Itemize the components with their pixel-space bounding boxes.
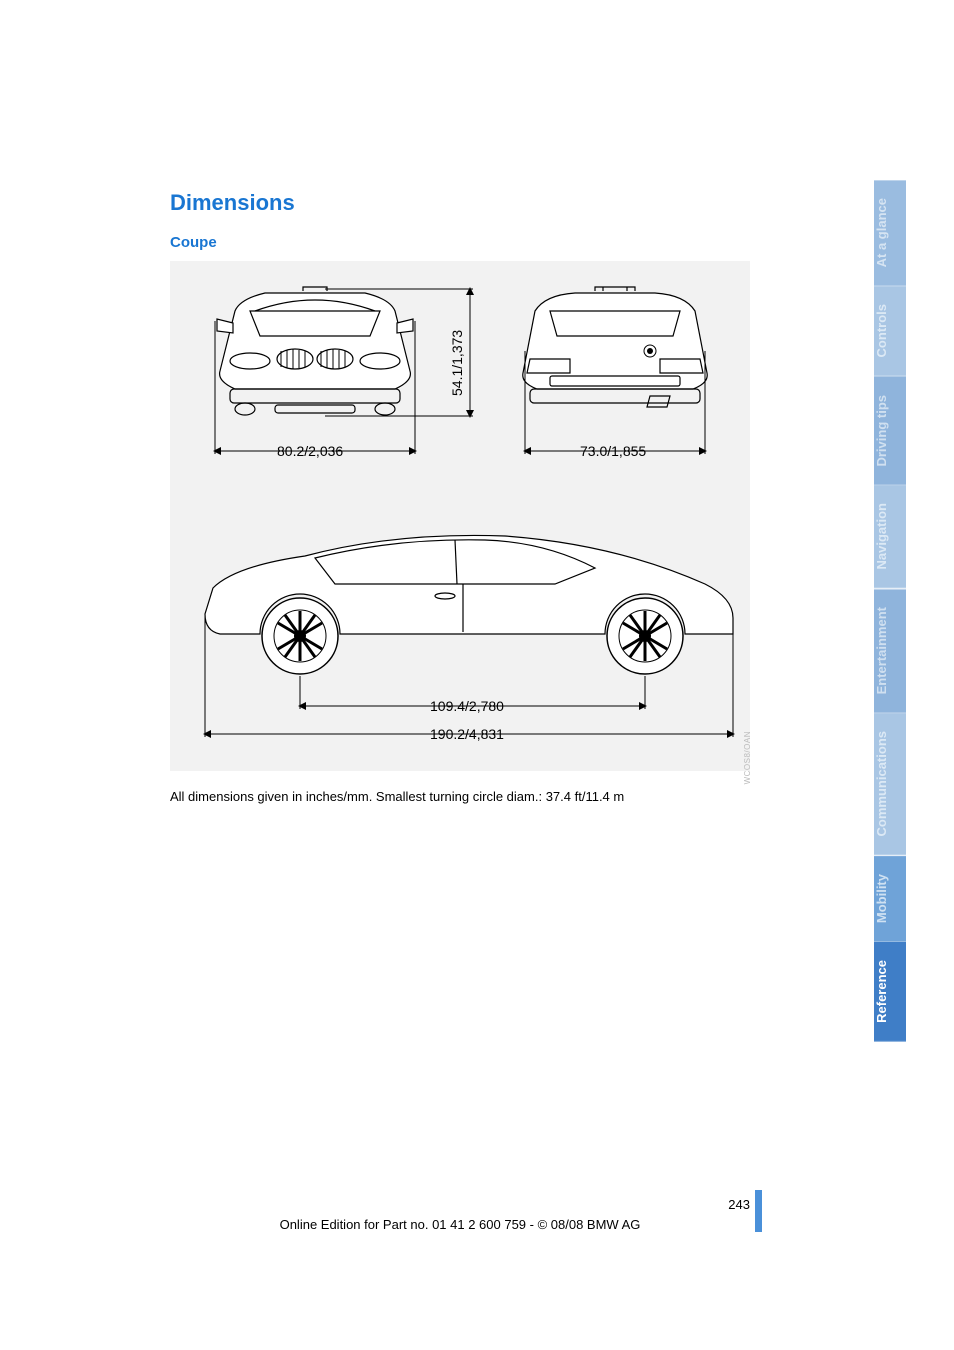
subsection-title: Coupe [170, 234, 750, 251]
tab-driving-tips[interactable]: Driving tips [874, 377, 906, 486]
tab-communications[interactable]: Communications [874, 713, 906, 855]
section-title: Dimensions [170, 190, 750, 216]
tab-entertainment[interactable]: Entertainment [874, 589, 906, 713]
front-width-label: 80.2/2,036 [277, 443, 343, 459]
dimensions-diagram: 54.1/1,373 80.2/2,036 [170, 261, 750, 771]
tab-mobility[interactable]: Mobility [874, 856, 906, 942]
dimensions-caption: All dimensions given in inches/mm. Small… [170, 789, 750, 804]
side-nav-tabs: At a glance Controls Driving tips Naviga… [874, 180, 906, 1042]
wheelbase-label: 109.4/2,780 [430, 698, 504, 714]
tab-controls[interactable]: Controls [874, 286, 906, 376]
diagram-watermark: WCOS8/OAN [743, 731, 752, 784]
tab-at-a-glance[interactable]: At a glance [874, 180, 906, 286]
tab-reference[interactable]: Reference [874, 942, 906, 1042]
footer-text: Online Edition for Part no. 01 41 2 600 … [170, 1217, 750, 1232]
front-height-label: 54.1/1,373 [449, 330, 465, 396]
footer-accent-bar [755, 1190, 762, 1232]
rear-width-label: 73.0/1,855 [580, 443, 646, 459]
length-label: 190.2/4,831 [430, 726, 504, 742]
page-number: 243 [170, 1197, 750, 1212]
tab-navigation[interactable]: Navigation [874, 485, 906, 588]
